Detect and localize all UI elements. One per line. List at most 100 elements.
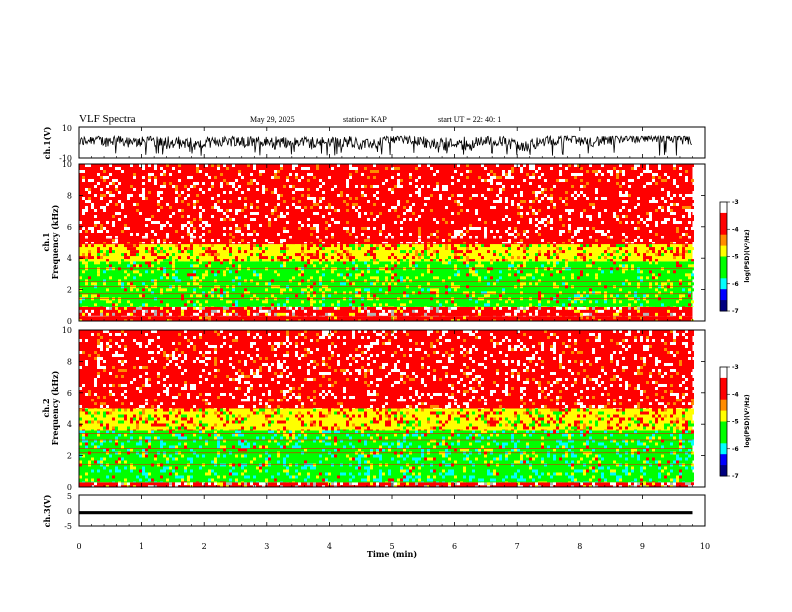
ch1-spectrogram-cell <box>454 182 457 185</box>
ch1-spectrogram-cell <box>85 188 88 191</box>
ch1-spectrogram-cell <box>574 256 577 260</box>
ch1-spectrogram-cell <box>427 306 430 307</box>
ch1-spectrogram-cell <box>364 261 367 265</box>
ch1-spectrogram-cell <box>439 250 442 254</box>
ch1-spectrogram-cell <box>319 300 322 304</box>
ch1-spectrogram-cell <box>469 282 472 286</box>
ch1-spectrogram-cell <box>322 185 325 188</box>
ch1-spectrogram-cell <box>112 194 115 197</box>
ch1-spectrogram-cell <box>685 288 688 292</box>
ch1-spectrogram-cell <box>298 167 301 170</box>
ch1-spectrogram-cell <box>475 164 478 167</box>
ch1-spectrogram-cell <box>475 291 478 295</box>
ch1-spectrogram-cell <box>655 185 658 188</box>
ch1-spectrogram-cell <box>451 282 454 286</box>
ch1-spectrogram-cell <box>616 244 619 248</box>
ch1-spectrogram-cell <box>211 319 214 321</box>
ch1-spectrogram-cell <box>244 250 247 254</box>
ch1-spectrogram-cell <box>565 176 568 179</box>
ch1-spectrogram-cell <box>79 256 82 260</box>
ch1-spectrogram-cell <box>328 256 331 260</box>
ch1-spectrogram-cell <box>415 167 418 170</box>
ch1-spectrogram-cell <box>364 185 367 188</box>
ch1-spectrogram-cell <box>220 285 223 289</box>
ch1-spectrogram-cell <box>199 285 202 289</box>
ch1-spectrogram-cell <box>652 182 655 185</box>
ch1-spectrogram-cell <box>127 282 130 286</box>
ch1-spectrogram-cell <box>691 259 694 262</box>
ch1-spectrogram-cell <box>439 294 442 298</box>
ch1-spectrogram-cell <box>541 259 544 262</box>
ch1-spectrogram-cell <box>352 203 355 206</box>
ch1-spectrogram-cell <box>292 276 295 280</box>
ch1-spectrogram-cell <box>202 303 205 307</box>
ch1-spectrogram-cell <box>541 164 544 167</box>
ch1-spectrogram-cell <box>280 319 283 321</box>
ch1-spectrogram-cell <box>478 261 481 265</box>
ch1-spectrogram-cell <box>409 191 412 194</box>
ch1-spectrogram-cell <box>151 191 154 194</box>
ch1-spectrogram-cell <box>316 247 319 251</box>
ch1-spectrogram-cell <box>142 294 145 298</box>
ch1-spectrogram-cell <box>661 273 664 277</box>
ch1-spectrogram-cell <box>529 197 532 200</box>
ch1-spectrogram-cell <box>397 191 400 194</box>
ch1-spectrogram-cell <box>673 197 676 200</box>
ch1-spectrogram-cell <box>505 300 508 304</box>
ch1-spectrogram-cell <box>121 285 124 289</box>
ch1-spectrogram-cell <box>325 294 328 298</box>
ch1-spectrogram-cell <box>643 179 646 182</box>
ch1-spectrogram-cell <box>529 273 532 277</box>
ch1-spectrogram-cell <box>688 191 691 194</box>
ch1-spectrogram-cell <box>628 253 631 257</box>
ch1-spectrogram-cell <box>367 188 370 191</box>
ch1-spectrogram-cell <box>529 285 532 289</box>
ch1-spectrogram-cell <box>691 185 694 188</box>
ch1-spectrogram-cell <box>406 282 409 286</box>
ch1-spectrogram-cell <box>484 250 487 254</box>
ch1-spectrogram-cell <box>136 261 139 265</box>
ch1-spectrogram-cell <box>448 250 451 254</box>
ch1-spectrogram-cell <box>625 279 628 283</box>
ch1-spectrogram-cell <box>502 303 505 307</box>
ch1-spectrogram-cell <box>466 173 469 176</box>
ch1-spectrogram-cell <box>193 191 196 194</box>
ch1-spectrogram-cell <box>610 306 613 310</box>
ch1-spectrogram-cell <box>259 261 262 265</box>
ch1-spectrogram-cell <box>574 173 577 176</box>
ch1-spectrogram-cell <box>244 282 247 286</box>
ch1-spectrogram-cell <box>343 276 346 280</box>
ch1-spectrogram-cell <box>673 173 676 176</box>
ch1-spectrogram-cell <box>106 182 109 185</box>
ch1-spectrogram-cell <box>442 264 445 268</box>
ch1-spectrogram-cell <box>376 264 379 268</box>
ch1-spectrogram-cell <box>649 185 652 188</box>
ch1-spectrogram-cell <box>442 188 445 191</box>
ch1-spectrogram-cell <box>505 291 508 295</box>
ch1-spectrogram-cell <box>148 250 151 254</box>
ch1-spectrogram-cell <box>370 164 373 167</box>
ch1-spectrogram-cell <box>490 300 493 304</box>
ch1-spectrogram-cell <box>325 164 328 167</box>
ch1-spectrogram-cell <box>676 200 679 203</box>
ch1-spectrogram-cell <box>193 185 196 188</box>
ch1-spectrogram-cell <box>97 256 100 260</box>
ch1-spectrogram-cell <box>352 206 355 209</box>
ch1-spectrogram-cell <box>178 279 181 283</box>
ch1-spectrogram-cell <box>406 259 409 262</box>
ch1-spectrogram-cell <box>310 294 313 298</box>
ch1-spectrogram-cell <box>628 264 631 268</box>
ch1-spectrogram-cell <box>649 264 652 268</box>
ch1-spectrogram-cell <box>175 276 178 280</box>
ch1-spectrogram-cell <box>352 164 355 167</box>
ch1-spectrogram-cell <box>655 276 658 280</box>
ch1-spectrogram-cell <box>277 306 280 310</box>
ch1-spectrogram-cell <box>472 270 475 274</box>
ch1-spectrogram-cell <box>142 309 145 313</box>
ch1-spectrogram-cell <box>487 173 490 176</box>
ch1-spectrogram-cell <box>658 309 661 313</box>
ch1-spectrogram-cell <box>460 264 463 268</box>
ch1-spectrogram-cell <box>166 188 169 191</box>
ch1-spectrogram-cell <box>280 191 283 194</box>
ch1-spectrogram-cell <box>472 267 475 271</box>
